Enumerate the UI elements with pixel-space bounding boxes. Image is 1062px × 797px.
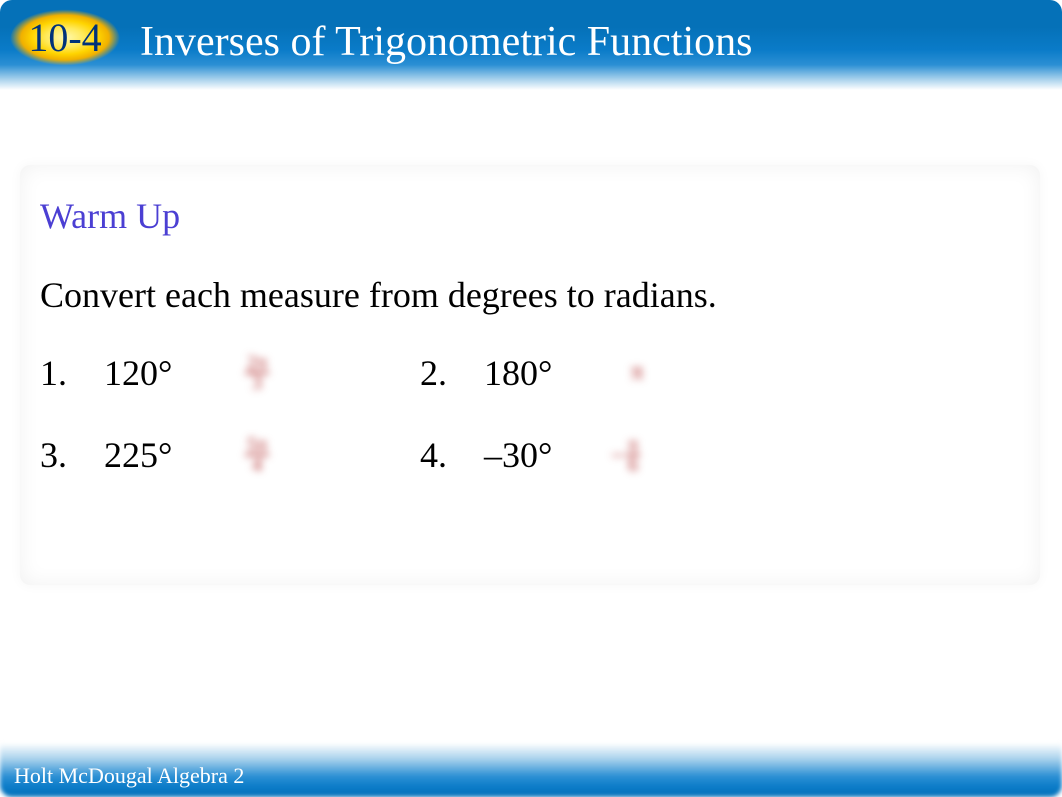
problem-value: 120° (104, 352, 214, 394)
problem-answer: π (612, 362, 662, 384)
problem-value: 225° (104, 434, 214, 476)
problem-value: –30° (484, 434, 594, 476)
content-card: Warm Up Convert each measure from degree… (20, 165, 1040, 585)
lesson-title: Inverses of Trigonometric Functions (140, 18, 752, 66)
problem-number: 2. (420, 352, 466, 394)
problem-3: 3. 225° 5π 4 (40, 434, 410, 476)
lesson-badge: 10-4 (10, 6, 120, 76)
lesson-number: 10-4 (28, 14, 101, 61)
problem-number: 3. (40, 434, 86, 476)
instruction-text: Convert each measure from degrees to rad… (40, 273, 820, 318)
header-bar: 10-4 Inverses of Trigonometric Functions (0, 0, 1062, 90)
problem-2: 2. 180° π (420, 352, 790, 394)
problems-grid: 1. 120° 2π 3 2. 180° π 3. 225° 5π 4 4. –… (40, 352, 1020, 476)
problem-number: 1. (40, 352, 86, 394)
problem-answer: – π 6 (612, 436, 662, 474)
problem-answer: 2π 3 (232, 354, 282, 392)
problem-4: 4. –30° – π 6 (420, 434, 790, 476)
problem-value: 180° (484, 352, 594, 394)
problem-1: 1. 120° 2π 3 (40, 352, 410, 394)
problem-number: 4. (420, 434, 466, 476)
problem-answer: 5π 4 (232, 436, 282, 474)
footer-text: Holt McDougal Algebra 2 (14, 763, 244, 789)
warmup-heading: Warm Up (40, 195, 1020, 237)
